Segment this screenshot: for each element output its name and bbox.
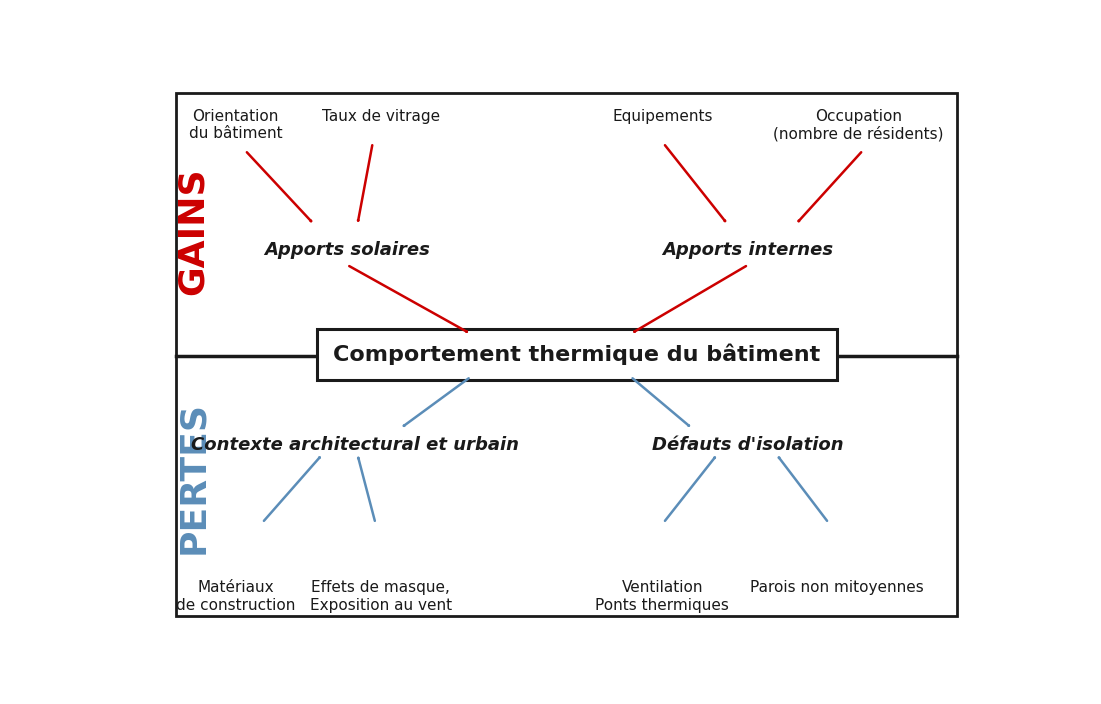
Text: PERTES: PERTES — [176, 401, 210, 554]
Text: GAINS: GAINS — [176, 167, 210, 295]
Text: Apports internes: Apports internes — [662, 241, 833, 259]
FancyBboxPatch shape — [317, 329, 838, 380]
Text: Ventilation
Ponts thermiques: Ventilation Ponts thermiques — [596, 581, 729, 613]
Text: Apports solaires: Apports solaires — [264, 241, 429, 259]
Text: Parois non mitoyennes: Parois non mitoyennes — [751, 581, 924, 596]
Text: Effets de masque,
Exposition au vent: Effets de masque, Exposition au vent — [309, 581, 451, 613]
Text: Matériaux
de construction: Matériaux de construction — [176, 581, 295, 613]
Text: Taux de vitrage: Taux de vitrage — [321, 109, 440, 124]
Text: Equipements: Equipements — [612, 109, 712, 124]
Text: Occupation
(nombre de résidents): Occupation (nombre de résidents) — [773, 109, 944, 142]
Text: Défauts d'isolation: Défauts d'isolation — [652, 436, 843, 454]
Text: Orientation
du bâtiment: Orientation du bâtiment — [189, 109, 283, 142]
Text: Comportement thermique du bâtiment: Comportement thermique du bâtiment — [334, 344, 820, 365]
Text: Contexte architectural et urbain: Contexte architectural et urbain — [192, 436, 520, 454]
